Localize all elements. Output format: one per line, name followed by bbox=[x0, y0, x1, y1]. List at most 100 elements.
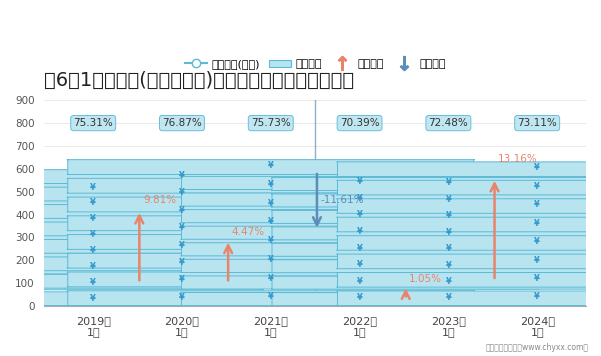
FancyBboxPatch shape bbox=[181, 259, 538, 272]
FancyBboxPatch shape bbox=[0, 240, 371, 253]
FancyBboxPatch shape bbox=[67, 159, 475, 174]
FancyBboxPatch shape bbox=[0, 205, 371, 218]
Text: ¥: ¥ bbox=[445, 244, 451, 253]
Text: 近6年1月山东省(不含青岛市)累计原保险保费收入统计图: 近6年1月山东省(不含青岛市)累计原保险保费收入统计图 bbox=[44, 71, 355, 90]
Text: ¥: ¥ bbox=[445, 277, 451, 286]
FancyBboxPatch shape bbox=[271, 260, 601, 273]
Text: ¥: ¥ bbox=[357, 260, 362, 269]
Text: ¥: ¥ bbox=[179, 188, 185, 197]
Legend: 累计保费(亿元), 寿险占比, 同比增加, 同比减少: 累计保费(亿元), 寿险占比, 同比增加, 同比减少 bbox=[180, 55, 450, 74]
Text: ¥: ¥ bbox=[445, 178, 451, 187]
FancyBboxPatch shape bbox=[0, 274, 371, 288]
Text: 70.39%: 70.39% bbox=[340, 118, 379, 128]
Text: ¥: ¥ bbox=[357, 210, 362, 219]
FancyBboxPatch shape bbox=[337, 254, 601, 269]
Text: ¥: ¥ bbox=[445, 261, 451, 269]
FancyBboxPatch shape bbox=[181, 293, 538, 305]
FancyBboxPatch shape bbox=[337, 217, 601, 232]
FancyBboxPatch shape bbox=[67, 291, 475, 305]
Text: ¥: ¥ bbox=[179, 293, 185, 302]
FancyBboxPatch shape bbox=[337, 180, 601, 195]
FancyBboxPatch shape bbox=[0, 230, 264, 242]
Text: ¥: ¥ bbox=[90, 294, 96, 303]
FancyBboxPatch shape bbox=[181, 210, 538, 223]
FancyBboxPatch shape bbox=[67, 272, 475, 287]
Text: 9.81%: 9.81% bbox=[143, 195, 176, 205]
Text: ¥: ¥ bbox=[534, 182, 540, 191]
FancyBboxPatch shape bbox=[181, 193, 538, 206]
Text: 73.11%: 73.11% bbox=[517, 118, 557, 128]
Text: ¥: ¥ bbox=[90, 214, 96, 223]
Text: ¥: ¥ bbox=[179, 258, 185, 267]
FancyBboxPatch shape bbox=[181, 177, 538, 189]
FancyBboxPatch shape bbox=[0, 170, 371, 183]
FancyBboxPatch shape bbox=[271, 243, 601, 256]
FancyBboxPatch shape bbox=[337, 199, 601, 213]
Text: 75.31%: 75.31% bbox=[73, 118, 113, 128]
FancyBboxPatch shape bbox=[181, 276, 538, 289]
FancyBboxPatch shape bbox=[271, 227, 601, 240]
Text: 72.48%: 72.48% bbox=[429, 118, 468, 128]
FancyBboxPatch shape bbox=[337, 162, 601, 177]
Text: 4.47%: 4.47% bbox=[232, 227, 265, 237]
FancyBboxPatch shape bbox=[337, 236, 601, 250]
Text: 制图：智研咨询（www.chyxx.com）: 制图：智研咨询（www.chyxx.com） bbox=[486, 344, 589, 352]
Text: ¥: ¥ bbox=[90, 198, 96, 208]
Text: ¥: ¥ bbox=[268, 255, 273, 264]
Text: ¥: ¥ bbox=[268, 180, 273, 189]
Text: -11.61%: -11.61% bbox=[320, 195, 364, 205]
FancyBboxPatch shape bbox=[67, 235, 475, 249]
Text: 1.05%: 1.05% bbox=[409, 274, 442, 284]
Text: ¥: ¥ bbox=[268, 199, 273, 208]
Text: 13.16%: 13.16% bbox=[498, 154, 538, 164]
Text: ¥: ¥ bbox=[534, 200, 540, 209]
Text: ¥: ¥ bbox=[268, 236, 273, 245]
Text: 76.87%: 76.87% bbox=[162, 118, 202, 128]
FancyBboxPatch shape bbox=[0, 187, 371, 201]
Text: ¥: ¥ bbox=[268, 161, 273, 170]
Text: ¥: ¥ bbox=[90, 230, 96, 239]
Text: ¥: ¥ bbox=[179, 223, 185, 232]
Text: ¥: ¥ bbox=[534, 163, 540, 172]
FancyBboxPatch shape bbox=[0, 182, 264, 194]
Text: ¥: ¥ bbox=[90, 262, 96, 271]
Text: ¥: ¥ bbox=[445, 211, 451, 220]
Text: ¥: ¥ bbox=[534, 274, 540, 283]
FancyBboxPatch shape bbox=[0, 246, 264, 258]
FancyBboxPatch shape bbox=[0, 261, 264, 274]
Text: ¥: ¥ bbox=[357, 194, 362, 203]
FancyBboxPatch shape bbox=[271, 293, 601, 306]
FancyBboxPatch shape bbox=[0, 293, 264, 306]
Text: ¥: ¥ bbox=[90, 183, 96, 192]
FancyBboxPatch shape bbox=[0, 222, 371, 236]
Text: ¥: ¥ bbox=[90, 278, 96, 287]
Text: ¥: ¥ bbox=[445, 293, 451, 302]
Text: ¥: ¥ bbox=[268, 273, 273, 283]
FancyBboxPatch shape bbox=[67, 216, 475, 231]
Text: ¥: ¥ bbox=[179, 206, 185, 215]
FancyBboxPatch shape bbox=[67, 178, 475, 193]
Text: ¥: ¥ bbox=[445, 227, 451, 237]
Text: ¥: ¥ bbox=[357, 277, 362, 286]
Text: ¥: ¥ bbox=[357, 177, 362, 186]
FancyBboxPatch shape bbox=[0, 214, 264, 226]
Text: ¥: ¥ bbox=[534, 256, 540, 265]
Text: ¥: ¥ bbox=[534, 219, 540, 227]
FancyBboxPatch shape bbox=[0, 198, 264, 210]
Text: ¥: ¥ bbox=[90, 246, 96, 255]
Text: ¥: ¥ bbox=[357, 293, 362, 302]
Text: ¥: ¥ bbox=[357, 227, 362, 236]
FancyBboxPatch shape bbox=[337, 291, 601, 305]
FancyBboxPatch shape bbox=[0, 257, 371, 271]
FancyBboxPatch shape bbox=[181, 226, 538, 239]
Text: ¥: ¥ bbox=[357, 244, 362, 252]
FancyBboxPatch shape bbox=[67, 197, 475, 212]
FancyBboxPatch shape bbox=[0, 277, 264, 290]
Text: ¥: ¥ bbox=[534, 292, 540, 302]
FancyBboxPatch shape bbox=[0, 292, 371, 305]
Text: ¥: ¥ bbox=[445, 195, 451, 204]
FancyBboxPatch shape bbox=[271, 276, 601, 289]
Text: ¥: ¥ bbox=[179, 276, 185, 284]
Text: ¥: ¥ bbox=[179, 241, 185, 250]
FancyBboxPatch shape bbox=[67, 253, 475, 268]
